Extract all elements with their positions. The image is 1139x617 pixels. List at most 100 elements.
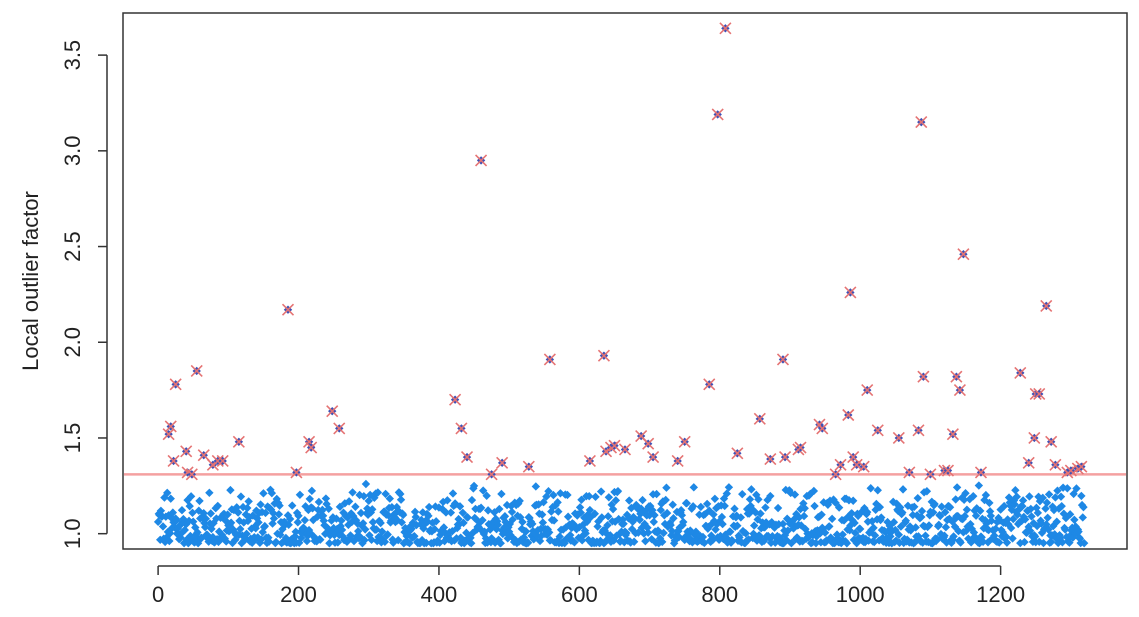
data-point bbox=[615, 529, 624, 539]
data-point bbox=[709, 510, 718, 519]
data-point bbox=[705, 506, 714, 515]
data-point bbox=[179, 538, 189, 548]
data-point bbox=[285, 514, 295, 524]
data-point bbox=[1054, 504, 1064, 513]
data-point bbox=[397, 518, 406, 527]
data-point bbox=[410, 531, 419, 541]
data-point bbox=[628, 517, 637, 526]
data-point bbox=[478, 515, 487, 525]
data-point bbox=[188, 508, 197, 517]
data-point bbox=[529, 535, 538, 544]
data-point bbox=[741, 529, 750, 538]
data-point bbox=[1044, 490, 1054, 499]
data-point bbox=[978, 514, 987, 524]
data-point bbox=[271, 537, 281, 547]
data-point bbox=[658, 537, 667, 547]
data-point bbox=[276, 530, 285, 540]
outlier-point bbox=[333, 422, 346, 435]
plot-frame bbox=[122, 12, 1128, 550]
data-point bbox=[817, 510, 826, 519]
data-point bbox=[492, 524, 501, 534]
data-point bbox=[922, 487, 932, 496]
data-point bbox=[857, 507, 866, 517]
data-point bbox=[158, 522, 168, 531]
data-point bbox=[367, 535, 376, 545]
data-point bbox=[177, 506, 187, 515]
data-point bbox=[724, 483, 734, 492]
data-point bbox=[281, 533, 291, 543]
outlier-point bbox=[522, 460, 535, 473]
data-point bbox=[495, 504, 504, 514]
x-tick-label: 600 bbox=[561, 582, 598, 607]
data-point bbox=[544, 487, 553, 496]
data-point bbox=[220, 534, 230, 543]
data-point bbox=[949, 532, 958, 541]
data-point bbox=[825, 522, 834, 531]
data-point bbox=[903, 535, 912, 544]
data-point bbox=[335, 502, 345, 512]
data-point bbox=[622, 510, 632, 520]
data-point bbox=[910, 502, 919, 512]
data-point bbox=[537, 531, 546, 540]
outlier-point bbox=[326, 405, 339, 418]
outlier-point bbox=[281, 303, 295, 316]
data-point bbox=[346, 531, 355, 540]
data-point bbox=[851, 528, 860, 538]
data-point bbox=[516, 513, 525, 522]
data-point bbox=[779, 538, 788, 548]
data-point bbox=[1074, 527, 1083, 536]
data-point bbox=[1079, 502, 1088, 512]
outlier-point bbox=[647, 451, 660, 464]
data-point bbox=[422, 538, 431, 548]
data-point bbox=[960, 511, 970, 521]
data-point bbox=[784, 516, 793, 525]
data-point bbox=[1042, 498, 1052, 507]
data-point bbox=[407, 524, 416, 533]
data-point bbox=[577, 536, 587, 545]
data-point bbox=[841, 494, 851, 503]
outlier-point bbox=[719, 22, 732, 35]
data-point bbox=[745, 495, 755, 504]
data-point bbox=[726, 527, 735, 536]
data-point bbox=[820, 528, 830, 537]
data-point bbox=[333, 538, 343, 547]
data-point bbox=[850, 518, 859, 528]
x-tick-label: 0 bbox=[152, 582, 164, 607]
data-point bbox=[319, 516, 328, 525]
y-tick-label: 1.0 bbox=[60, 518, 85, 549]
data-point bbox=[720, 501, 729, 511]
data-point bbox=[661, 495, 670, 505]
data-point bbox=[412, 520, 421, 530]
data-point bbox=[618, 515, 628, 524]
data-point bbox=[1039, 538, 1048, 548]
data-point bbox=[730, 504, 739, 513]
data-point bbox=[953, 511, 962, 521]
data-point bbox=[236, 492, 246, 501]
data-point bbox=[488, 535, 497, 544]
data-point bbox=[403, 530, 413, 539]
data-point bbox=[643, 523, 652, 532]
data-point bbox=[469, 481, 479, 491]
data-point bbox=[576, 508, 585, 517]
data-point bbox=[383, 530, 392, 539]
data-point bbox=[594, 517, 603, 526]
data-point bbox=[305, 494, 314, 504]
data-point bbox=[894, 530, 904, 539]
data-point bbox=[358, 539, 367, 548]
data-point bbox=[1029, 518, 1038, 528]
data-point bbox=[574, 533, 583, 543]
data-point bbox=[336, 521, 345, 531]
outlier-point bbox=[597, 349, 611, 362]
data-point bbox=[649, 517, 658, 527]
data-point bbox=[682, 499, 691, 508]
data-point bbox=[747, 485, 756, 494]
data-point bbox=[1009, 514, 1018, 524]
data-point bbox=[1026, 504, 1036, 514]
data-point bbox=[959, 495, 969, 504]
data-point bbox=[248, 511, 258, 520]
data-point bbox=[379, 507, 389, 516]
data-point bbox=[837, 538, 846, 548]
data-point bbox=[985, 498, 994, 508]
data-point bbox=[269, 508, 278, 518]
data-point bbox=[1068, 523, 1077, 532]
